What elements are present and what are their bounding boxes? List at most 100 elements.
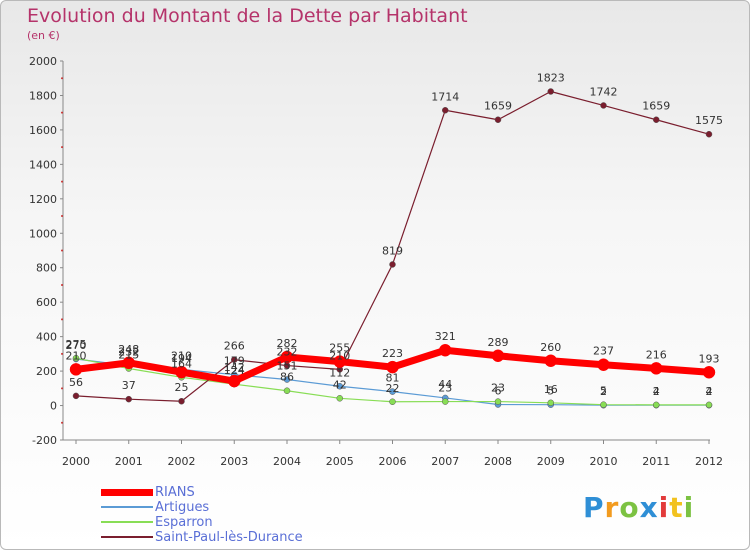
chart-title: Evolution du Montant de la Dette par Hab… (27, 5, 468, 27)
logo-letter: x (639, 491, 659, 524)
data-point-rians (544, 354, 557, 368)
data-point-saint-paul-les-durance (389, 261, 396, 268)
data-point-esparron (653, 401, 660, 409)
x-tick-label: 2010 (590, 455, 618, 468)
y-tick-label: -200 (32, 434, 57, 447)
data-label-saint-paul-les-durance: 1659 (484, 100, 512, 113)
y-minor-tick (61, 180, 63, 183)
data-point-rians (333, 355, 346, 368)
data-point-saint-paul-les-durance (600, 102, 607, 109)
data-label-rians: 223 (382, 347, 403, 360)
data-point-saint-paul-les-durance (705, 130, 713, 138)
data-point-saint-paul-les-durance (125, 395, 132, 403)
y-minor-tick (61, 146, 63, 149)
data-label-rians: 255 (329, 342, 350, 355)
data-label-esparron: 4 (706, 385, 713, 398)
data-point-esparron (547, 399, 554, 407)
data-label-saint-paul-les-durance: 1742 (590, 85, 618, 98)
data-label-artigues: 5 (547, 385, 554, 398)
data-label-artigues: 2 (653, 385, 660, 398)
data-label-rians: 194 (171, 352, 192, 365)
logo-letter: i (658, 491, 670, 524)
data-point-rians (650, 362, 663, 375)
data-point-saint-paul-les-durance (178, 397, 185, 405)
data-point-esparron (494, 398, 502, 405)
x-tick-label: 2006 (379, 455, 407, 468)
y-minor-tick (61, 249, 63, 252)
x-tick-label: 2007 (431, 455, 459, 468)
data-label-saint-paul-les-durance: 1714 (431, 90, 459, 103)
data-point-esparron (442, 398, 449, 405)
data-point-esparron (705, 401, 713, 409)
data-label-rians: 282 (277, 337, 298, 350)
y-tick-label: 0 (50, 400, 57, 413)
data-point-artigues (389, 388, 396, 395)
data-point-saint-paul-les-durance (494, 116, 502, 123)
data-point-esparron (600, 401, 607, 408)
y-minor-tick (61, 352, 63, 355)
y-minor-tick (61, 77, 63, 80)
data-point-rians (69, 363, 83, 376)
data-label-saint-paul-les-durance: 25 (175, 381, 189, 394)
x-tick-label: 2003 (220, 455, 248, 468)
y-tick-label: 2000 (29, 55, 57, 68)
data-point-rians (386, 360, 399, 374)
data-point-saint-paul-les-durance (231, 356, 238, 363)
y-minor-tick (61, 421, 63, 424)
x-tick-label: 2002 (168, 455, 196, 468)
data-label-esparron: 22 (386, 382, 400, 395)
logo-letter: r (604, 491, 620, 524)
data-label-esparron: 275 (66, 338, 87, 351)
y-minor-tick (61, 283, 63, 286)
data-label-esparron: 4 (653, 385, 660, 398)
data-point-saint-paul-les-durance (653, 116, 660, 123)
data-point-rians (491, 349, 505, 363)
legend-swatch (101, 536, 153, 538)
legend-label: Saint-Paul-lès-Durance (155, 530, 303, 545)
legend-label: Artigues (155, 500, 210, 515)
legend-swatch (101, 488, 153, 496)
data-label-esparron: 5 (600, 385, 607, 398)
y-minor-tick (61, 215, 63, 218)
data-label-saint-paul-les-durance: 1823 (537, 71, 565, 84)
y-tick-label: 1400 (29, 158, 57, 171)
x-tick-label: 2004 (273, 455, 301, 468)
data-label-artigues: 2 (600, 385, 607, 398)
logo-letter: i (683, 491, 695, 524)
data-label-saint-paul-les-durance: 56 (69, 376, 83, 389)
data-label-esparron: 42 (333, 378, 347, 391)
data-label-rians: 289 (488, 336, 509, 349)
data-point-rians (597, 358, 610, 371)
data-label-artigues: 232 (118, 346, 139, 359)
x-tick-label: 2012 (695, 455, 723, 468)
x-tick-label: 2005 (326, 455, 354, 468)
data-point-rians (175, 365, 188, 379)
data-label-esparron: 16 (544, 383, 558, 396)
data-label-saint-paul-les-durance: 1659 (642, 100, 670, 113)
data-label-rians: 216 (646, 348, 667, 361)
data-point-esparron (72, 354, 80, 362)
data-label-saint-paul-les-durance: 1575 (695, 114, 723, 127)
x-tick-label: 2009 (537, 455, 565, 468)
data-label-rians: 321 (435, 330, 456, 343)
data-label-esparron: 23 (438, 382, 452, 395)
data-label-artigues: 270 (66, 339, 87, 352)
data-point-artigues (283, 376, 291, 383)
data-label-saint-paul-les-durance: 210 (329, 349, 350, 362)
data-label-saint-paul-les-durance: 819 (382, 244, 403, 257)
data-label-rians: 260 (540, 341, 561, 354)
data-label-artigues: 2 (706, 385, 713, 398)
data-label-artigues: 112 (329, 366, 350, 379)
y-tick-label: 800 (36, 262, 57, 275)
data-label-esparron: 215 (118, 349, 139, 362)
data-label-esparron: 23 (491, 382, 505, 395)
data-label-esparron: 86 (280, 371, 294, 384)
data-point-saint-paul-les-durance (72, 392, 80, 400)
y-minor-tick (61, 318, 63, 321)
data-point-saint-paul-les-durance (547, 88, 554, 95)
data-label-saint-paul-les-durance: 266 (224, 340, 245, 353)
data-label-rians: 248 (118, 343, 139, 356)
data-point-esparron (283, 387, 291, 394)
legend-swatch (101, 521, 153, 523)
